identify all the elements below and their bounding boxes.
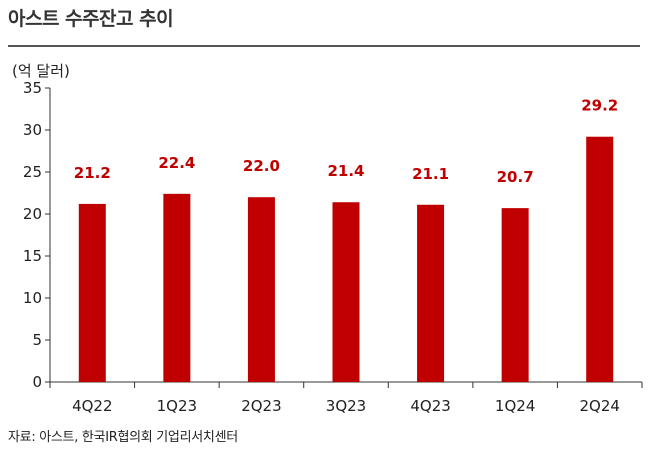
bar [417, 204, 445, 382]
y-tick-label: 25 [23, 163, 42, 181]
data-label: 20.7 [497, 168, 534, 186]
source-note: 자료: 아스트, 한국IR협의회 기업리서치센터 [8, 430, 238, 445]
y-tick-label: 20 [23, 205, 42, 223]
data-labels: 21.2 22.4 22.0 21.4 21.1 20.7 29.2 [74, 97, 618, 186]
y-tick-label: 15 [23, 247, 42, 265]
bar-series [78, 136, 614, 382]
x-axis: 4Q22 1Q23 2Q23 3Q23 4Q23 1Q24 2Q24 [49, 381, 643, 415]
y-tick-label: 0 [32, 373, 42, 391]
data-label: 22.4 [158, 154, 195, 172]
x-tick-label: 3Q23 [326, 397, 366, 415]
x-tick-label: 4Q23 [410, 397, 450, 415]
chart-title: 아스트 수주잔고 추이 [8, 8, 174, 30]
y-tick-label: 10 [23, 289, 42, 307]
y-axis: 0 5 10 15 20 25 30 35 [23, 79, 51, 391]
y-tick-label: 5 [32, 331, 42, 349]
data-label: 29.2 [581, 97, 618, 115]
bar [247, 197, 275, 382]
x-tick-label: 4Q22 [72, 397, 112, 415]
data-label: 21.2 [74, 164, 111, 182]
bar [78, 203, 106, 382]
y-tick-label: 30 [23, 121, 42, 139]
data-label: 21.4 [327, 162, 364, 180]
y-tick-label: 35 [23, 79, 42, 97]
bar [163, 193, 191, 382]
bar [586, 136, 614, 382]
data-label: 22.0 [243, 157, 280, 175]
data-label: 21.1 [412, 165, 449, 183]
x-tick-label: 2Q23 [241, 397, 281, 415]
x-tick-label: 1Q24 [495, 397, 535, 415]
title-divider [8, 45, 640, 47]
bar [501, 208, 529, 382]
y-axis-unit-label: (억 달러) [12, 62, 70, 80]
x-tick-label: 2Q24 [579, 397, 619, 415]
x-tick-label: 1Q23 [157, 397, 197, 415]
bar [332, 202, 360, 382]
